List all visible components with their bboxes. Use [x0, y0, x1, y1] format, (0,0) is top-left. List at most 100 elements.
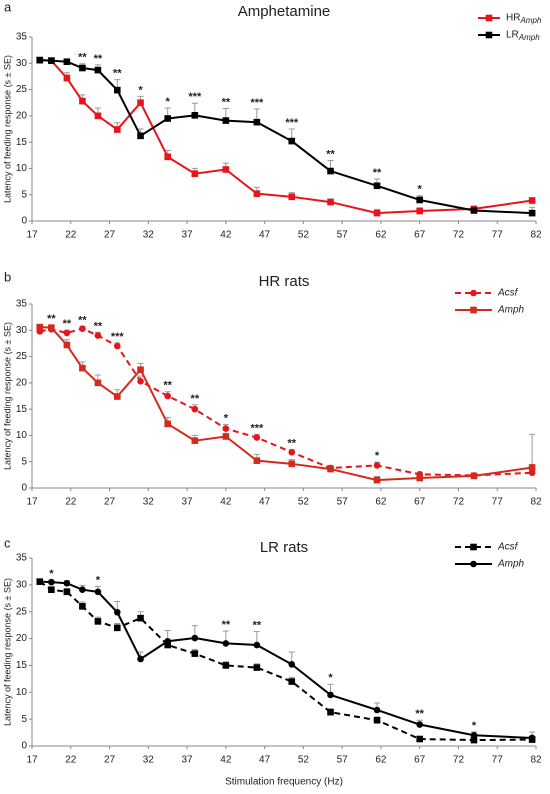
legend-marker — [470, 306, 477, 314]
marker — [191, 112, 199, 119]
marker — [191, 405, 199, 413]
x-tick-label: 42 — [220, 230, 232, 241]
x-tick-label: 47 — [259, 230, 271, 241]
marker — [63, 341, 71, 349]
marker — [253, 664, 261, 671]
x-tick-label: 32 — [143, 497, 155, 508]
marker — [416, 196, 423, 204]
series-line — [39, 580, 533, 739]
marker — [48, 578, 55, 586]
marker — [79, 325, 86, 333]
x-tick-label: 72 — [453, 497, 465, 508]
x-tick-label: 72 — [453, 755, 465, 766]
marker — [94, 332, 102, 339]
x-tick-label: 67 — [414, 230, 426, 241]
marker — [222, 117, 230, 124]
significance: *** — [285, 117, 299, 129]
marker — [113, 86, 121, 94]
marker — [113, 624, 121, 632]
marker — [288, 678, 296, 685]
marker — [94, 66, 102, 74]
legend-marker — [485, 14, 493, 22]
legend-label: Acsf — [497, 542, 519, 553]
marker — [470, 736, 478, 744]
marker — [63, 329, 71, 337]
y-tick-label: 30 — [16, 325, 28, 336]
x-tick-label: 32 — [143, 230, 155, 241]
x-tick-label: 17 — [26, 755, 38, 766]
y-axis-label: Latency of feeding response (s ± SE) — [2, 55, 12, 203]
x-tick-label: 17 — [26, 230, 38, 241]
y-tick-label: 0 — [21, 216, 27, 227]
x-tick-label: 62 — [375, 230, 387, 241]
series-line — [39, 59, 533, 215]
y-tick-label: 20 — [16, 633, 28, 644]
marker — [222, 662, 230, 669]
marker — [113, 126, 121, 133]
marker — [288, 137, 296, 145]
marker — [191, 437, 199, 444]
marker — [191, 170, 199, 177]
marker — [113, 342, 121, 350]
marker — [528, 469, 536, 477]
marker — [94, 379, 102, 387]
marker — [164, 420, 171, 428]
significance: * — [49, 568, 54, 580]
x-tick-label: 82 — [530, 755, 542, 766]
marker — [48, 57, 55, 64]
marker — [528, 734, 536, 742]
marker — [79, 586, 86, 593]
y-tick-label: 20 — [16, 377, 28, 388]
marker — [137, 99, 144, 107]
series-line — [39, 59, 533, 215]
marker — [164, 641, 171, 649]
y-tick-label: 35 — [16, 299, 28, 310]
x-tick-label: 37 — [182, 230, 194, 241]
marker — [528, 464, 536, 471]
legend-label: Amph — [497, 559, 525, 570]
significance: ** — [94, 53, 103, 65]
x-tick-label: 47 — [259, 755, 271, 766]
y-tick-label: 35 — [16, 553, 28, 564]
marker — [113, 608, 121, 616]
marker — [137, 366, 144, 374]
x-tick-label: 57 — [337, 230, 349, 241]
panel-label: c — [4, 535, 11, 550]
marker — [191, 634, 199, 642]
marker — [137, 655, 144, 663]
x-tick-label: 72 — [453, 230, 465, 241]
marker — [222, 433, 230, 440]
significance: ** — [78, 315, 87, 327]
chart-title: LR rats — [260, 539, 308, 556]
legend-label: Acsf — [497, 288, 519, 299]
y-tick-label: 25 — [16, 84, 28, 95]
significance: * — [418, 184, 423, 196]
y-tick-label: 20 — [16, 110, 28, 121]
marker — [48, 324, 55, 331]
marker — [373, 706, 381, 714]
marker — [222, 425, 230, 432]
y-tick-label: 15 — [16, 137, 28, 148]
marker — [137, 614, 144, 622]
marker — [327, 167, 334, 175]
y-tick-label: 10 — [16, 430, 28, 441]
marker — [327, 198, 334, 206]
legend-marker — [470, 289, 477, 297]
marker — [528, 209, 536, 217]
marker — [222, 640, 230, 647]
legend-label: LRAmph — [506, 30, 540, 42]
significance: * — [375, 450, 380, 462]
significance: * — [472, 720, 477, 732]
y-tick-label: 15 — [16, 660, 28, 671]
significance: ** — [373, 167, 382, 179]
y-tick-label: 30 — [16, 58, 28, 69]
x-tick-label: 77 — [492, 497, 504, 508]
marker — [327, 465, 334, 473]
x-tick-label: 37 — [182, 755, 194, 766]
marker — [253, 641, 261, 649]
marker — [164, 637, 171, 645]
x-tick-label: 22 — [65, 497, 77, 508]
marker — [416, 721, 423, 728]
significance: ** — [78, 52, 87, 64]
x-tick-label: 67 — [414, 755, 426, 766]
